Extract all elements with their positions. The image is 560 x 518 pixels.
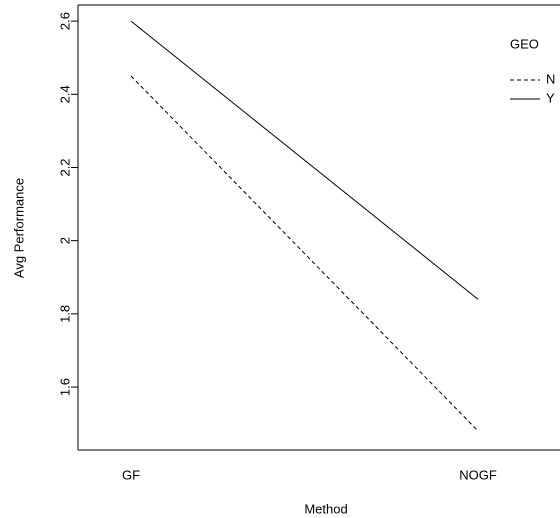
y-tick-label: 2 [57, 237, 72, 244]
x-axis-label: Method [304, 501, 347, 516]
y-tick-label: 2.6 [57, 12, 72, 30]
x-tick-label: NOGF [459, 467, 497, 482]
y-tick-label: 2.4 [57, 85, 72, 103]
legend-label: Y [546, 90, 555, 105]
y-axis-label: Avg Performance [11, 178, 26, 278]
x-tick-label: GF [122, 467, 140, 482]
y-tick-label: 2.2 [57, 158, 72, 176]
series-line [130, 75, 479, 432]
y-tick-label: 1.8 [57, 305, 72, 323]
y-tick-label: 1.6 [57, 378, 72, 396]
legend-label: N [546, 71, 555, 86]
series-line [130, 20, 479, 300]
legend-title: GEO [510, 36, 539, 51]
